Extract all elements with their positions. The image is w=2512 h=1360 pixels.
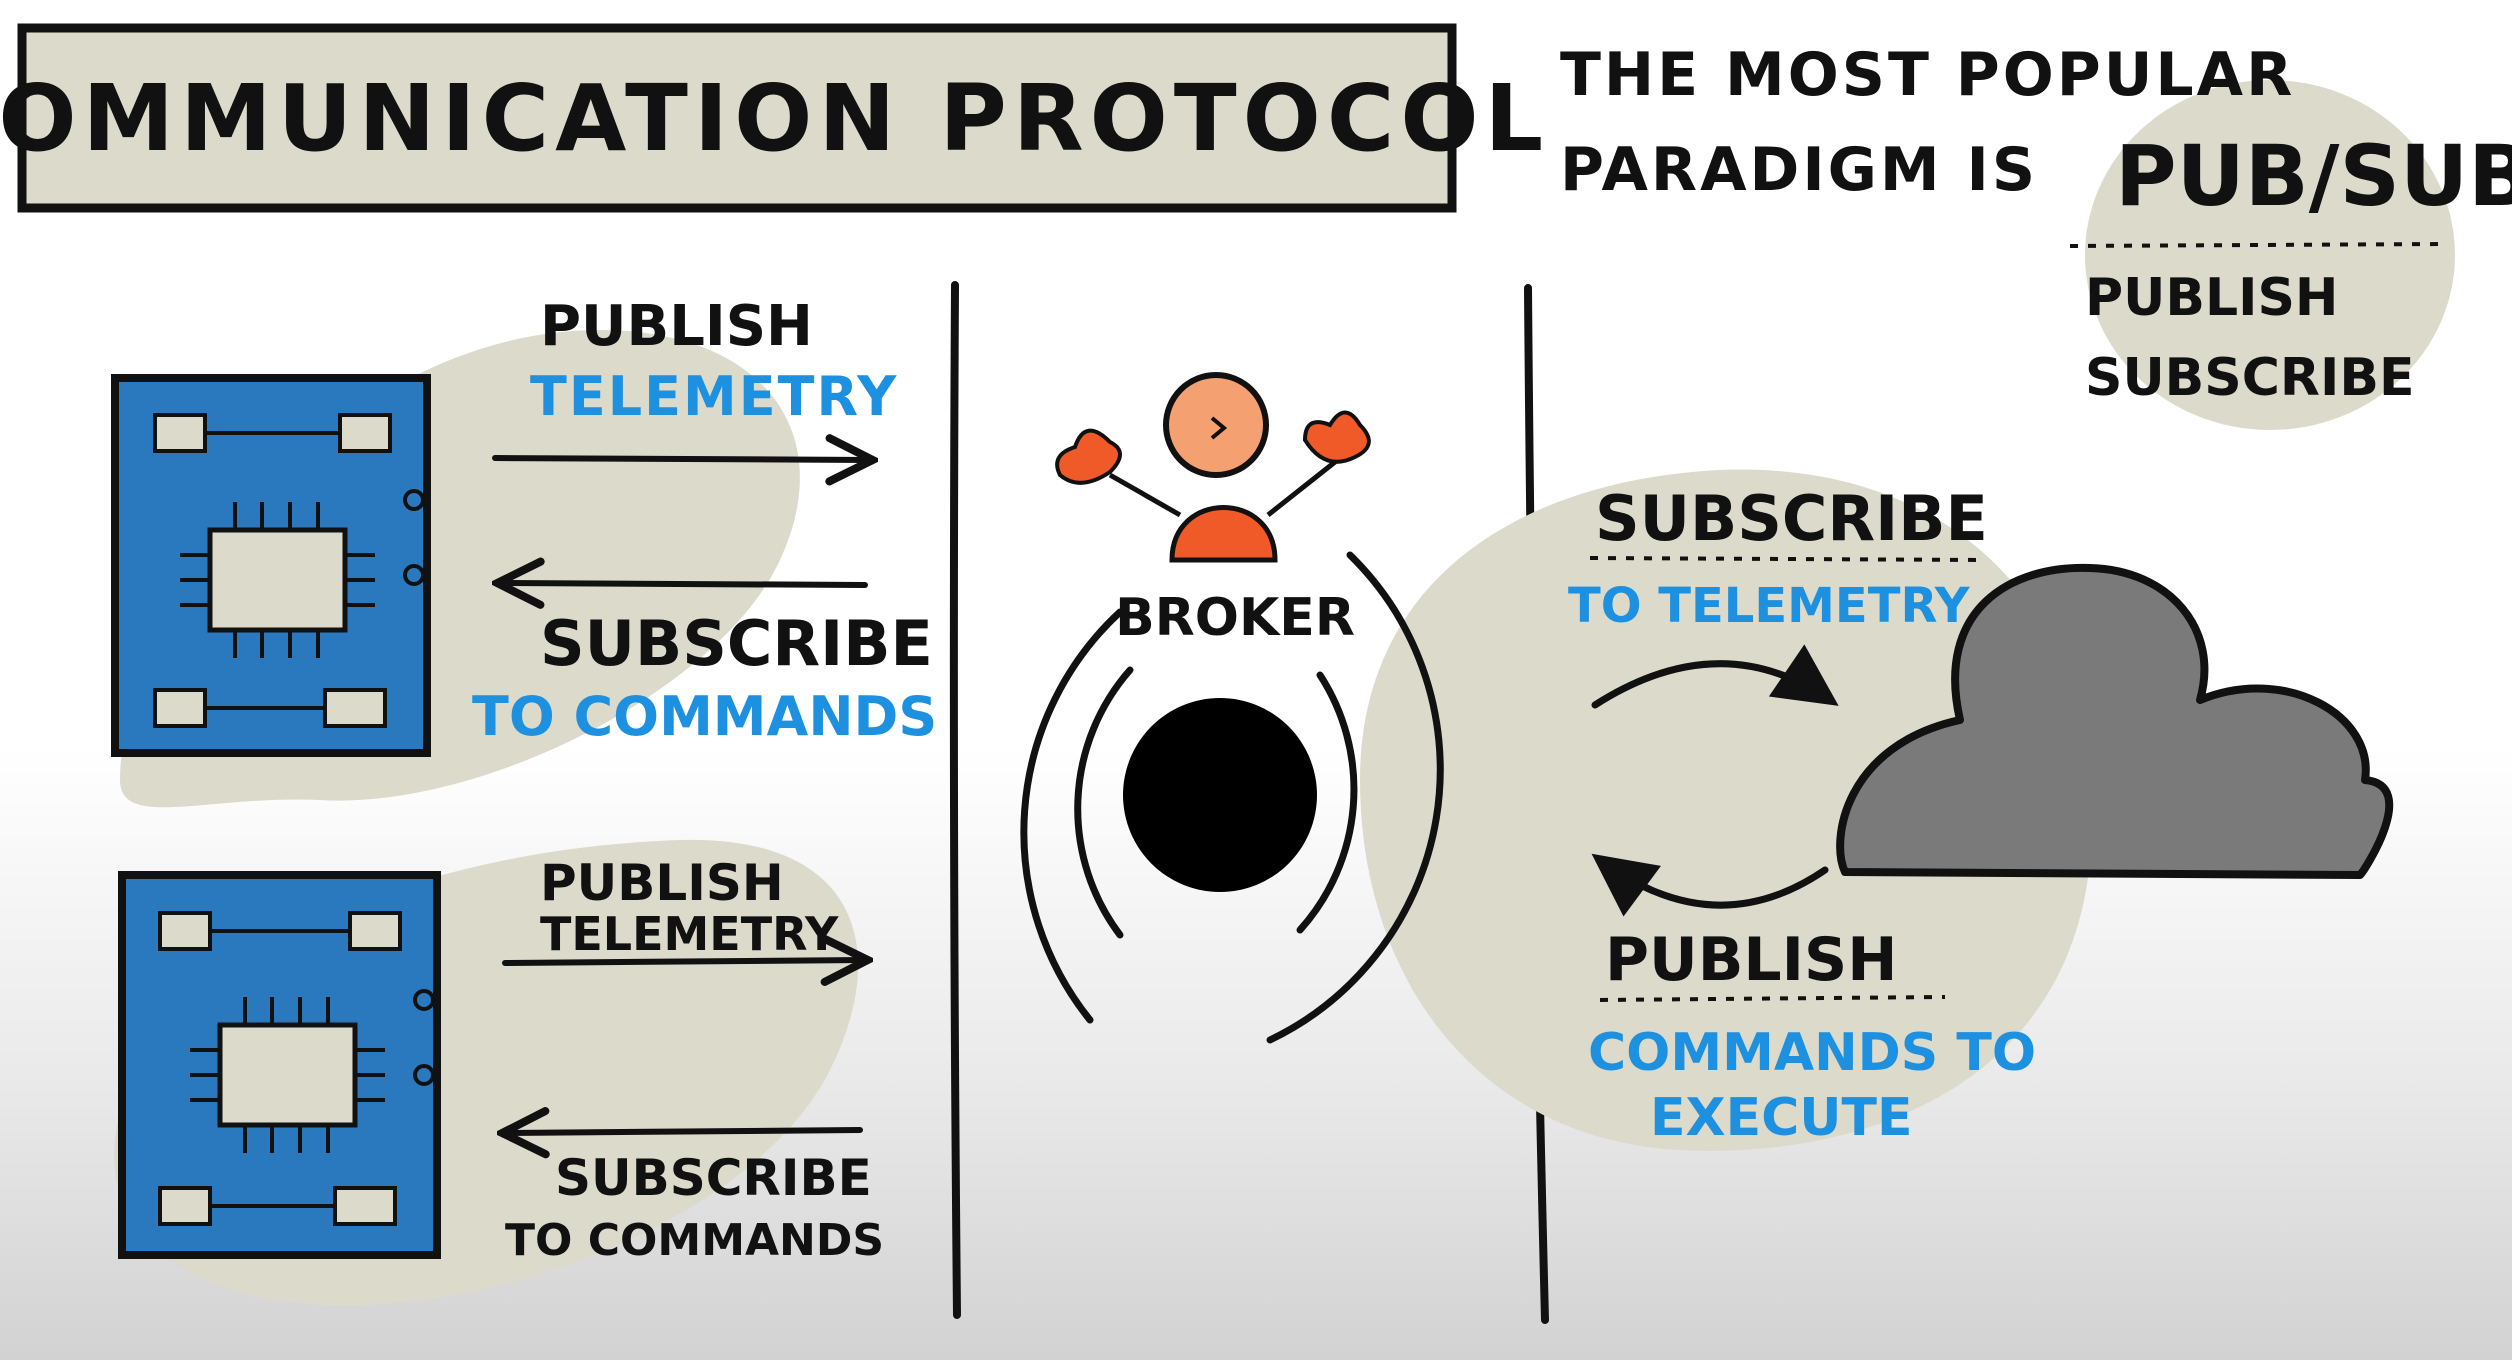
cloud-publish-label: PUBLISH: [1605, 925, 1897, 995]
bottom-subscribe-arrow: [505, 1130, 863, 1133]
divider-left: [949, 281, 961, 1319]
broker-hand-right: [1302, 410, 1371, 464]
broker-signal: [1020, 551, 1444, 1044]
device-board-bottom: [118, 871, 441, 1259]
cloud-publish-topic-line2: EXECUTE: [1650, 1088, 1913, 1148]
headline-highlight: PUB/SUB: [2115, 127, 2512, 225]
headline: THE MOST POPULAR PARADIGM IS PUB/SUB PUB…: [1560, 40, 2512, 430]
top-subscribe-arrow: [500, 583, 868, 585]
cloud-subscribe-arrow: [1591, 644, 1839, 709]
cloud-publish-topic-line1: COMMANDS TO: [1588, 1023, 2036, 1083]
dotted-divider: [2069, 242, 2446, 248]
device-board-top: [111, 374, 431, 757]
page-title: COMMUNICATION PROTOCOL: [0, 65, 1549, 172]
cloud-icon: [1836, 563, 2394, 879]
cloud-subscribe-divider: [1589, 556, 1986, 562]
top-publish-label: PUBLISH: [540, 294, 813, 359]
broker-hand-left: [1055, 428, 1122, 485]
blob-cloud: [1360, 469, 2092, 1151]
bottom-subscribe-line2: TO COMMANDS: [505, 1215, 884, 1266]
headline-line2: PARADIGM IS: [1560, 135, 2038, 205]
headline-line1: THE MOST POPULAR: [1560, 40, 2295, 110]
expansion-publish: PUBLISH: [2085, 268, 2338, 328]
bottom-publish-arrow: [502, 960, 865, 963]
cloud-publish-divider: [1599, 995, 1946, 1002]
cloud-subscribe-label: SUBSCRIBE: [1595, 482, 1988, 555]
cloud-publish-arrow: [1591, 853, 1829, 917]
expansion-subscribe: SUBSCRIBE: [2085, 348, 2414, 408]
bottom-subscribe-line1: SUBSCRIBE: [555, 1149, 872, 1207]
broker-hub: [1123, 698, 1317, 892]
bottom-publish-line2: TELEMETRY: [540, 907, 839, 961]
pubsub-blob: [2085, 80, 2455, 430]
bottom-publish-line1: PUBLISH: [540, 854, 784, 912]
top-subscribe-topic: TO COMMANDS: [472, 685, 937, 748]
broker-figure: BROKER: [1055, 372, 1371, 648]
broker-body: [1169, 505, 1278, 563]
cloud-subscribe-topic: TO TELEMETRY: [1568, 578, 1971, 634]
top-subscribe-label: SUBSCRIBE: [540, 607, 933, 680]
broker-head: [1163, 372, 1269, 478]
title-box: COMMUNICATION PROTOCOL: [0, 23, 1549, 213]
top-publish-arrow: [492, 458, 870, 460]
top-publish-topic: TELEMETRY: [530, 365, 898, 428]
broker-label: BROKER: [1115, 588, 1355, 648]
